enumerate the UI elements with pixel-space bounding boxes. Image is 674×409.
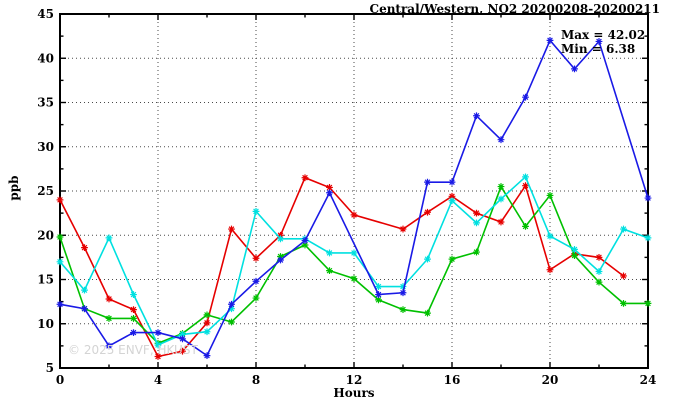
y-tick-label: 30 — [37, 140, 54, 154]
y-tick-label: 45 — [37, 7, 54, 21]
x-tick-label: 16 — [444, 373, 461, 387]
y-tick-label: 20 — [37, 228, 54, 242]
max-annotation: Max = 42.02 — [561, 28, 646, 42]
x-tick-label: 8 — [252, 373, 260, 387]
y-tick-label: 35 — [37, 96, 54, 110]
y-tick-label: 5 — [46, 361, 54, 375]
plot-border — [59, 13, 649, 369]
series-day-3-cyan-markers — [56, 173, 652, 349]
watermark: © 2025 ENVF, HKUST — [68, 343, 198, 357]
series-day-4-blue-markers — [56, 36, 652, 360]
x-tick-label: 12 — [346, 373, 363, 387]
y-tick-label: 15 — [37, 273, 54, 287]
y-tick-label: 25 — [37, 184, 54, 198]
x-axis-label: Hours — [333, 386, 375, 400]
x-tick-label: 0 — [56, 373, 64, 387]
y-tick-label: 40 — [37, 51, 54, 65]
y-tick-label: 10 — [37, 317, 54, 331]
x-tick-label: 24 — [640, 373, 657, 387]
x-tick-label: 4 — [154, 373, 162, 387]
page-title: Central/Western, NO2 20200208-20200211 — [369, 2, 660, 16]
x-tick-label: 20 — [542, 373, 559, 387]
min-annotation: Min = 6.38 — [561, 42, 636, 56]
y-axis-label: ppb — [7, 175, 21, 201]
